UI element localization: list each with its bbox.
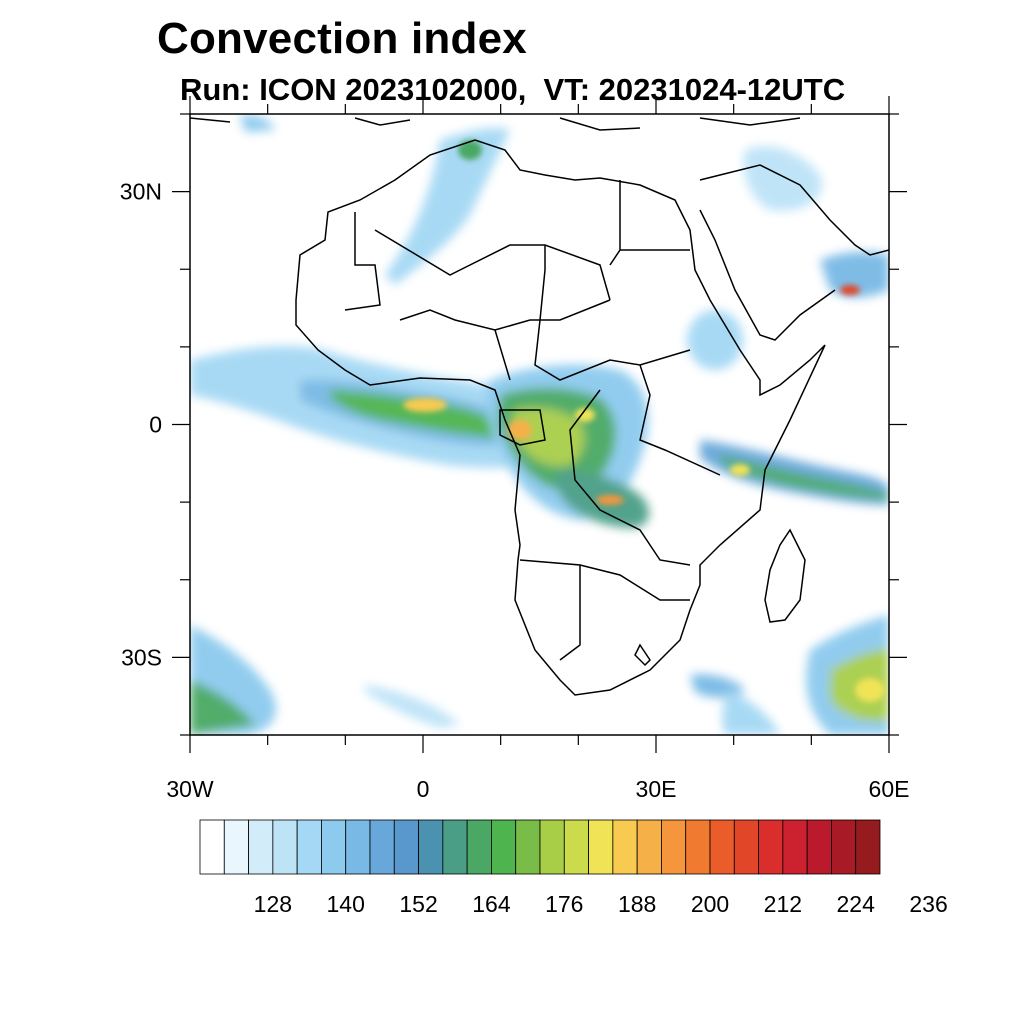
colorbar-swatch xyxy=(223,819,249,875)
colorbar-swatch xyxy=(709,819,735,875)
colorbar-swatch xyxy=(758,819,784,875)
lon-tick-label: 60E xyxy=(869,776,910,802)
colorbar-swatch xyxy=(563,819,589,875)
lon-tick-label: 30E xyxy=(636,776,677,802)
colorbar-swatch xyxy=(345,819,371,875)
colorbar-swatch xyxy=(661,819,687,875)
map-axes: 30W 0 30E 60E 30N 0 30S xyxy=(120,96,910,802)
colorbar-label: 128 xyxy=(254,891,292,917)
colorbar-swatch xyxy=(393,819,419,875)
colorbar-swatch xyxy=(296,819,322,875)
colorbar-label: 212 xyxy=(764,891,802,917)
colorbar-label: 140 xyxy=(327,891,365,917)
colorbar-swatch xyxy=(491,819,517,875)
colorbar-swatch xyxy=(539,819,565,875)
chart-title: Convection index xyxy=(157,14,527,63)
colorbar-swatch xyxy=(855,819,881,875)
colorbar-label: 188 xyxy=(618,891,656,917)
colorbar-swatch xyxy=(199,819,225,875)
chart-subtitle: Run: ICON 2023102000, VT: 20231024-12UTC xyxy=(180,72,846,107)
convection-field xyxy=(190,114,889,735)
colorbar-swatch xyxy=(442,819,468,875)
colorbar-label: 152 xyxy=(399,891,437,917)
colorbar-label: 164 xyxy=(472,891,511,917)
colorbar-label: 200 xyxy=(691,891,729,917)
colorbar-swatch xyxy=(321,819,347,875)
lat-tick-label: 30N xyxy=(120,179,162,205)
lon-tick-label: 30W xyxy=(166,776,214,802)
colorbar-label: 224 xyxy=(837,891,876,917)
lat-tick-label: 30S xyxy=(121,644,162,670)
colorbar-swatch xyxy=(588,819,614,875)
colorbar-label: 176 xyxy=(545,891,583,917)
colorbar-swatch xyxy=(369,819,395,875)
lat-tick-label: 0 xyxy=(149,412,162,438)
colorbar-swatch xyxy=(782,819,808,875)
colorbar-swatch xyxy=(515,819,541,875)
colorbar-swatch xyxy=(418,819,444,875)
lon-tick-label: 0 xyxy=(417,776,430,802)
colorbar-swatch xyxy=(831,819,857,875)
colorbar-swatch xyxy=(466,819,492,875)
colorbar-swatch xyxy=(636,819,662,875)
colorbar-swatch xyxy=(806,819,832,875)
colorbar-swatch xyxy=(248,819,274,875)
colorbar-swatch xyxy=(272,819,298,875)
colorbar-swatch xyxy=(612,819,638,875)
colorbar-swatch xyxy=(733,819,759,875)
colorbar-swatch xyxy=(685,819,711,875)
colorbar: 128 140 152 164 176 188 200 212 224 236 xyxy=(199,819,948,917)
coastlines xyxy=(190,117,889,696)
colorbar-label: 236 xyxy=(909,891,947,917)
